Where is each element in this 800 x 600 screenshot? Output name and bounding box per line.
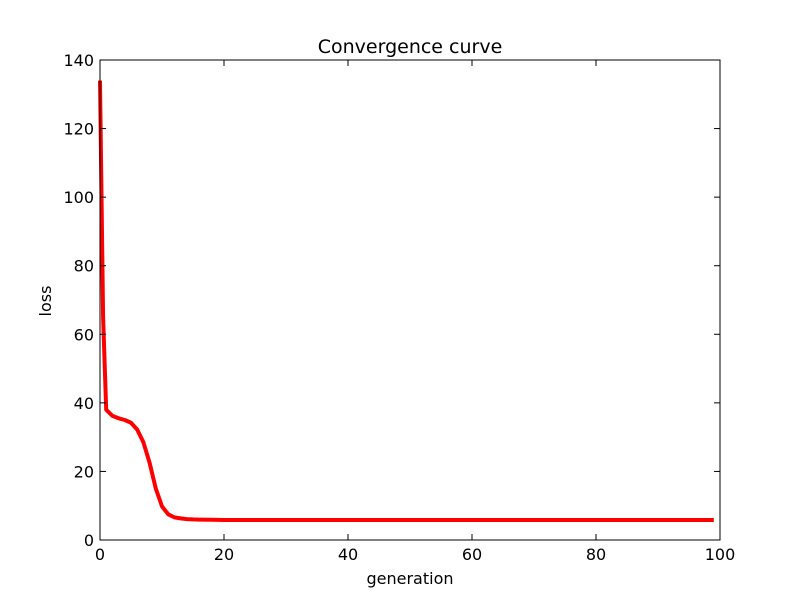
y-tick-label: 60: [74, 325, 94, 344]
series-line: [98, 80, 714, 522]
x-tick-label: 0: [95, 545, 105, 564]
y-tick-label: 100: [63, 188, 94, 207]
y-tick-label: 0: [84, 531, 94, 550]
x-axis-label: generation: [366, 569, 453, 588]
x-tick-label: 100: [705, 545, 736, 564]
y-tick-label: 40: [74, 394, 94, 413]
y-tick-label: 140: [63, 51, 94, 70]
y-tick-label: 80: [74, 257, 94, 276]
x-tick-label: 80: [586, 545, 606, 564]
axes-frame: [99, 59, 721, 541]
y-tick-label: 20: [74, 462, 94, 481]
series-lines: [98, 80, 714, 522]
x-tick-label: 20: [214, 545, 234, 564]
x-tick-label: 60: [462, 545, 482, 564]
axis-ticks: 0 20 40 60 80 100 0 20 40 60 80 100 120 140: [63, 51, 735, 564]
y-axis-label: loss: [36, 286, 55, 317]
y-tick-label: 120: [63, 120, 94, 139]
chart-title: Convergence curve: [318, 36, 503, 58]
x-tick-label: 40: [338, 545, 358, 564]
